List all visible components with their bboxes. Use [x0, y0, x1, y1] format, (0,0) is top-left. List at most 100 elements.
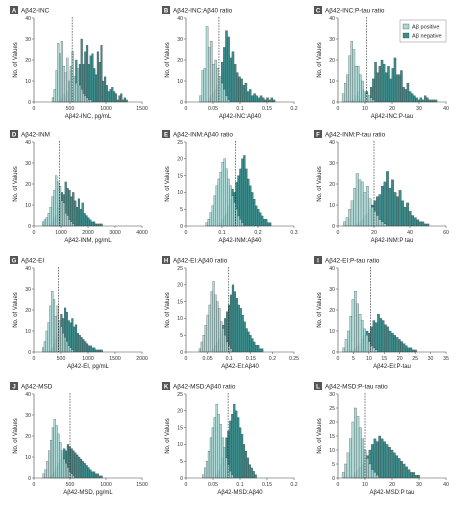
y-tick-label: 30: [329, 37, 335, 43]
bar-negative-27: [93, 471, 96, 479]
x-axis-label: Aβ42-INM:Aβ40: [219, 238, 263, 244]
bar-positive-9: [219, 424, 222, 479]
bar-positive-2: [346, 74, 349, 103]
bar-negative-30: [98, 223, 101, 227]
bar-positive-3: [204, 324, 207, 353]
bar-positive-2: [346, 452, 350, 479]
bar-negative-19: [391, 179, 394, 227]
bar-positive-3: [348, 55, 351, 103]
bar-negative-20: [388, 330, 392, 353]
bar-negative-27: [254, 474, 257, 479]
bar-negative-20: [79, 209, 82, 227]
bar-negative-22: [241, 314, 244, 353]
bar-negative-31: [267, 222, 270, 227]
bar-negative-25: [89, 219, 92, 227]
bar-positive-0: [199, 95, 202, 103]
bar-negative-25: [247, 331, 250, 353]
x-tick-label: 1500: [136, 106, 148, 112]
bar-negative-20: [245, 168, 248, 227]
bar-negative-18: [388, 188, 392, 227]
bar-negative-21: [242, 444, 246, 479]
bar-negative-23: [85, 215, 88, 227]
bar-negative-28: [102, 80, 105, 103]
bar-positive-6: [53, 190, 56, 227]
x-tick-label: 500: [66, 482, 75, 488]
bar-negative-38: [424, 95, 427, 103]
y-axis-label: No. of Values: [317, 418, 323, 454]
y-tick-label: 0: [28, 224, 31, 230]
bar-positive-9: [68, 80, 71, 103]
bar-positive-7: [215, 403, 218, 479]
panel-g: G Aβ42-EI 0 10 20 30 40 0 500 1000 1500 2000 Aβ42-EI…: [10, 256, 148, 370]
bar-negative-25: [400, 341, 403, 353]
bar-positive-9: [58, 320, 61, 353]
x-tick-label: 0.05: [208, 106, 218, 112]
bar-positive-12: [64, 463, 68, 479]
y-tick-label: 0: [180, 224, 183, 230]
bar-negative-27: [411, 215, 415, 227]
bar-positive-0: [342, 347, 346, 353]
bar-positive-10: [69, 66, 72, 103]
bar-positive-17: [239, 219, 242, 227]
bar-negative-20: [237, 304, 240, 353]
bar-positive-13: [65, 341, 68, 353]
bar-negative-18: [75, 324, 78, 353]
x-tick-label: 25: [412, 356, 418, 362]
y-tick-label: 30: [329, 287, 335, 293]
bar-positive-10: [60, 200, 64, 227]
bar-negative-19: [388, 447, 391, 479]
bar-positive-5: [51, 290, 54, 353]
panel-a: A Aβ42-INC 0 10 20 30 40 0 500 1000 1500 Aβ42-INC, …: [10, 6, 148, 120]
bar-negative-31: [408, 91, 412, 103]
bar-negative-17: [74, 200, 77, 227]
bar-negative-36: [116, 99, 119, 103]
bar-negative-25: [255, 205, 258, 227]
bar-negative-17: [231, 284, 235, 353]
panel-letter-badge: [162, 6, 170, 14]
y-axis-label: No. of Values: [317, 42, 323, 78]
bar-positive-3: [57, 43, 60, 103]
bar-negative-24: [87, 217, 90, 227]
y-tick-label: 40: [329, 16, 335, 22]
bar-negative-17: [383, 441, 386, 479]
bar-negative-18: [76, 454, 79, 479]
x-axis-label: Aβ42-MSD, pg/mL: [63, 490, 113, 496]
panel-b: B Aβ42-INC:Aβ40 ratio 0 10 20 30 40 0 0.05 0.1 0.1…: [162, 6, 298, 120]
bar-negative-22: [395, 455, 399, 479]
bar-negative-33: [270, 97, 274, 103]
panel-title: Aβ42-INM:P-tau ratio: [325, 131, 386, 138]
bar-negative-23: [249, 89, 252, 103]
bar-positive-15: [231, 474, 234, 479]
bar-negative-28: [407, 347, 410, 353]
bar-positive-7: [214, 59, 217, 103]
bar-positive-11: [368, 463, 372, 479]
y-tick-label: 20: [329, 308, 335, 314]
panel-title: Aβ42-EI:Aβ40 ratio: [173, 257, 228, 264]
bar-negative-29: [404, 89, 407, 103]
bar-positive-4: [208, 47, 211, 103]
bar-negative-21: [244, 82, 248, 103]
bar-positive-11: [365, 93, 369, 103]
x-tick-label: 30: [428, 356, 434, 362]
bar-positive-12: [64, 337, 67, 353]
panel-title: Aβ42-EI:P-tau ratio: [325, 257, 380, 264]
bar-positive-1: [344, 463, 348, 479]
bar-positive-6: [52, 299, 56, 353]
bar-negative-24: [245, 328, 248, 353]
x-tick-label: 0.1: [218, 230, 225, 236]
panel-letter-badge: [314, 6, 322, 14]
bar-negative-31: [100, 223, 103, 227]
y-axis-label: No. of Values: [317, 292, 323, 328]
y-tick-label: 30: [25, 287, 31, 293]
bar-negative-26: [91, 221, 94, 227]
bar-negative-37: [421, 99, 425, 103]
y-tick-label: 10: [329, 329, 335, 335]
bar-positive-1: [44, 469, 47, 479]
bar-positive-15: [78, 85, 81, 103]
x-tick-label: 0.1: [226, 356, 233, 362]
bar-negative-41: [125, 99, 128, 103]
x-tick-label: 2000: [82, 230, 94, 236]
bar-positive-12: [229, 185, 232, 227]
bar-positive-11: [223, 447, 226, 479]
y-tick-label: 0: [180, 476, 183, 482]
